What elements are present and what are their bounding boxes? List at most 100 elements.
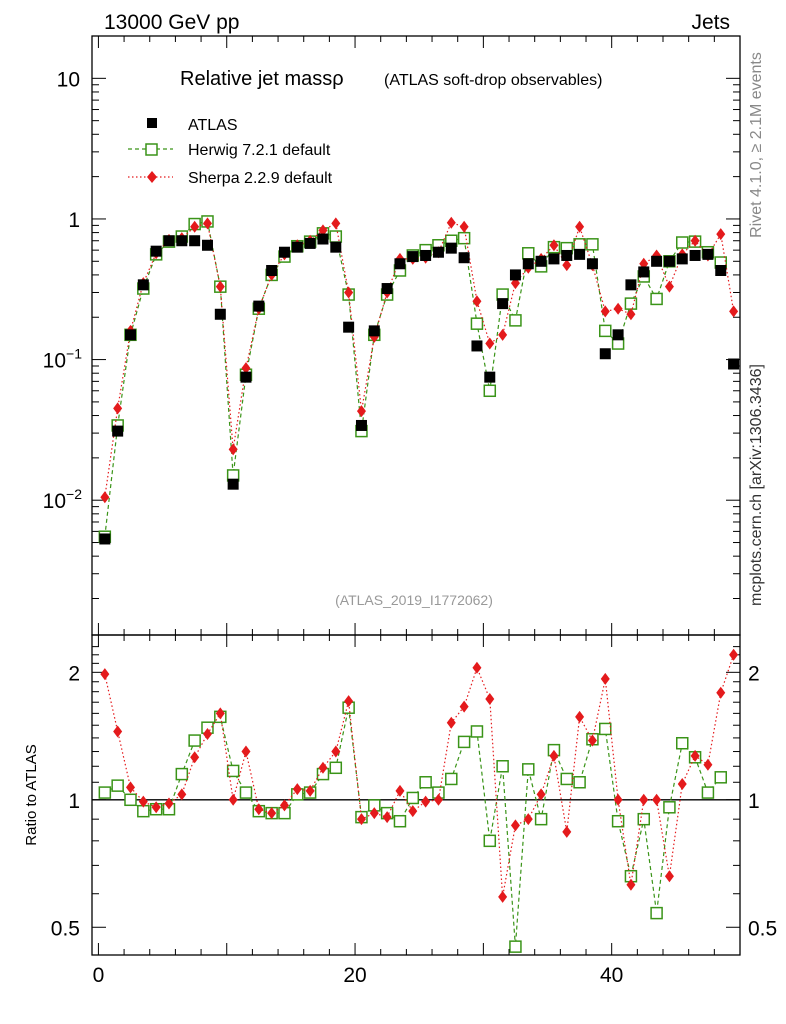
data-point: [100, 668, 110, 681]
data-point: [650, 906, 663, 920]
data-point: [586, 238, 599, 251]
data-point: [483, 384, 497, 398]
data-point: [228, 793, 238, 806]
data-point: [355, 419, 367, 431]
data-point: [100, 491, 110, 504]
data-point: [395, 784, 405, 797]
data-point: [267, 807, 277, 820]
legend-sherpa-label: Sherpa 2.2.9 default: [188, 170, 333, 187]
y-tick-label: 10−2: [43, 486, 83, 513]
data-point: [714, 771, 728, 784]
legend-item-herwig: Herwig 7.2.1 default: [128, 142, 331, 159]
data-point: [484, 371, 496, 383]
data-point: [394, 258, 406, 270]
ratio-y-tick-label: 2: [68, 662, 80, 685]
ratio-y-tick-label-right: 0.5: [748, 917, 777, 940]
data-point: [626, 878, 636, 891]
data-point: [190, 220, 200, 233]
legend-item-atlas: ATLAS: [147, 117, 238, 134]
data-point: [163, 235, 175, 247]
data-point: [651, 255, 663, 267]
data-point: [457, 735, 471, 749]
ratio-y-tick-label-right: 1: [748, 790, 760, 813]
x-tick-label: 0: [93, 964, 105, 987]
data-point: [393, 814, 407, 828]
data-point: [356, 405, 366, 418]
data-point: [331, 217, 341, 230]
data-point: [278, 246, 290, 258]
data-point: [470, 725, 484, 738]
data-point: [189, 235, 201, 247]
data-point: [368, 325, 380, 337]
data-point: [497, 298, 509, 310]
data-point: [227, 478, 239, 490]
data-point: [419, 776, 432, 789]
data-point: [715, 264, 727, 276]
data-point: [240, 371, 252, 383]
data-point: [330, 241, 342, 253]
data-point: [716, 228, 726, 241]
data-point: [459, 700, 469, 713]
data-point: [498, 890, 508, 903]
x-tick-label: 20: [343, 964, 366, 987]
data-point: [188, 734, 201, 747]
data-point: [470, 317, 484, 330]
data-point: [664, 870, 674, 883]
ratio-y-tick-label-right: 2: [748, 662, 760, 685]
data-point: [573, 776, 586, 789]
data-point: [536, 788, 546, 801]
legend-herwig-marker: [145, 143, 158, 156]
data-point: [612, 329, 624, 341]
series-atlas: [99, 233, 740, 545]
legend: ATLAS Herwig 7.2.1 default Sherpa 2.2.9 …: [128, 117, 333, 187]
data-point: [509, 269, 521, 281]
data-point: [305, 784, 315, 797]
data-point: [113, 402, 123, 415]
data-point: [446, 716, 456, 729]
data-point: [677, 777, 687, 790]
data-point: [381, 283, 393, 295]
data-point: [99, 533, 111, 545]
data-point: [291, 241, 303, 253]
ratio-ylabel: Ratio to ATLAS: [23, 744, 40, 845]
data-point: [124, 329, 136, 341]
data-point: [164, 797, 174, 810]
legend-herwig-label: Herwig 7.2.1 default: [188, 142, 331, 159]
data-point: [652, 793, 662, 806]
data-point: [177, 788, 187, 801]
data-point: [344, 695, 354, 708]
data-point: [716, 686, 726, 699]
data-point: [663, 255, 675, 267]
data-point: [113, 725, 123, 738]
data-point: [124, 793, 137, 807]
series-line: [104, 654, 735, 897]
data-point: [253, 300, 265, 312]
series-line: [104, 221, 735, 498]
data-point: [344, 286, 354, 299]
data-point: [432, 246, 444, 258]
data-point: [522, 247, 535, 260]
data-point: [701, 786, 715, 799]
data-point: [111, 779, 124, 792]
data-point: [522, 763, 535, 776]
ratio-frame: [91, 634, 741, 956]
data-point: [445, 772, 458, 786]
data-point: [472, 661, 482, 674]
data-point: [613, 793, 623, 806]
main-panel: 10−2 10−1 1 10 Relative jet massρ (ATLAS so…: [43, 35, 741, 636]
data-point: [703, 758, 713, 771]
data-point: [214, 308, 226, 320]
data-point: [228, 443, 238, 456]
data-point: [535, 255, 547, 267]
data-point: [586, 258, 598, 270]
data-point: [446, 216, 456, 229]
data-point: [304, 237, 316, 249]
rivet-version-label: Rivet 4.1.0, ≥ 2.1M events: [748, 52, 765, 238]
data-point: [599, 348, 611, 360]
data-point: [292, 783, 302, 796]
x-axis-ticks: 0 20 40: [93, 36, 741, 987]
collision-label: 13000 GeV pp: [104, 11, 239, 34]
data-point: [549, 749, 559, 762]
data-point: [690, 234, 700, 247]
